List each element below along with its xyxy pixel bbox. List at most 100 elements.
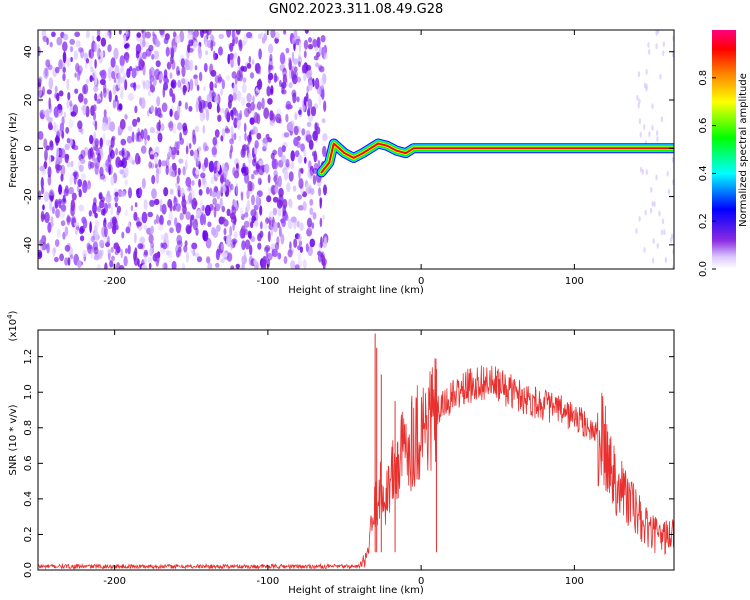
colorbar-title: Normalized spectral amplitude	[738, 73, 749, 227]
noise-speckle	[139, 236, 146, 245]
noise-speckle	[656, 136, 659, 142]
noise-speckle	[120, 90, 124, 99]
noise-speckle	[290, 161, 295, 170]
noise-speckle	[114, 202, 118, 208]
noise-speckle	[189, 189, 195, 200]
noise-speckle	[273, 158, 278, 170]
noise-speckle	[212, 136, 218, 146]
noise-speckle	[203, 62, 208, 73]
noise-speckle	[305, 130, 311, 136]
noise-speckle	[217, 160, 221, 172]
noise-speckle	[273, 221, 278, 233]
noise-speckle	[158, 113, 163, 119]
noise-speckle	[78, 70, 82, 76]
noise-speckle	[78, 93, 84, 103]
noise-speckle	[659, 73, 662, 80]
noise-speckle	[182, 125, 188, 136]
noise-speckle	[181, 65, 186, 78]
noise-speckle	[288, 121, 294, 131]
noise-speckle	[231, 30, 236, 40]
noise-speckle	[258, 160, 264, 166]
noise-speckle	[133, 250, 137, 262]
noise-speckle	[306, 121, 312, 127]
noise-speckle	[309, 170, 314, 179]
noise-speckle	[131, 67, 137, 79]
noise-speckle	[202, 124, 206, 134]
noise-speckle	[208, 160, 215, 173]
noise-speckle	[303, 96, 307, 106]
noise-speckle	[231, 82, 235, 89]
noise-speckle	[54, 199, 59, 209]
noise-speckle	[297, 154, 303, 164]
noise-speckle	[119, 85, 126, 92]
noise-speckle	[112, 218, 117, 231]
noise-speckle	[294, 112, 298, 121]
noise-speckle	[253, 204, 259, 211]
noise-speckle	[89, 134, 94, 145]
noise-speckle	[255, 194, 260, 207]
noise-speckle	[256, 113, 261, 125]
noise-speckle	[637, 102, 640, 109]
noise-speckle	[272, 196, 279, 203]
noise-speckle	[43, 67, 49, 79]
noise-speckle	[200, 30, 204, 38]
noise-speckle	[197, 45, 202, 54]
noise-speckle	[671, 265, 674, 269]
noise-speckle	[68, 119, 74, 128]
noise-speckle	[198, 160, 201, 170]
noise-speckle	[41, 235, 47, 244]
noise-speckle	[96, 205, 102, 213]
noise-speckle	[201, 177, 207, 187]
noise-speckle	[197, 146, 202, 152]
noise-speckle	[70, 199, 76, 212]
noise-speckle	[82, 249, 88, 258]
noise-speckle	[140, 145, 147, 154]
noise-speckle	[108, 30, 112, 39]
noise-speckle	[635, 227, 638, 234]
noise-speckle	[256, 79, 263, 90]
noise-speckle	[307, 98, 313, 110]
noise-speckle	[118, 30, 122, 35]
noise-speckle	[137, 127, 140, 134]
noise-speckle	[82, 181, 88, 194]
colorbar-tick-label: 0.8	[698, 70, 709, 86]
noise-speckle	[107, 202, 112, 209]
noise-speckle	[159, 204, 163, 212]
noise-speckle	[321, 46, 326, 59]
noise-speckle	[165, 46, 170, 57]
noise-speckle	[301, 128, 306, 136]
noise-speckle	[250, 221, 254, 229]
noise-speckle	[188, 105, 193, 112]
noise-speckle	[224, 179, 231, 189]
noise-speckle	[158, 166, 162, 175]
noise-speckle	[310, 106, 317, 117]
noise-speckle	[76, 260, 82, 269]
noise-speckle	[108, 71, 112, 82]
noise-speckle	[241, 240, 246, 251]
noise-speckle	[135, 132, 139, 143]
noise-speckle	[247, 180, 253, 192]
noise-speckle	[243, 122, 247, 133]
noise-speckle	[111, 255, 115, 262]
noise-speckle	[153, 219, 157, 225]
noise-speckle	[220, 107, 225, 114]
noise-speckle	[670, 233, 674, 240]
spectrogram-y-tick-label: -20	[23, 188, 34, 204]
noise-speckle	[69, 100, 73, 107]
noise-speckle	[184, 58, 188, 67]
noise-speckle	[189, 149, 194, 157]
noise-speckle	[107, 221, 113, 230]
noise-speckle	[305, 71, 312, 79]
noise-speckle	[60, 173, 64, 182]
noise-speckle	[80, 149, 86, 160]
noise-speckle	[151, 174, 156, 185]
noise-speckle	[252, 95, 255, 104]
noise-speckle	[309, 198, 314, 206]
noise-speckle	[663, 229, 666, 236]
noise-speckle	[666, 170, 669, 177]
noise-speckle	[64, 226, 69, 237]
noise-speckle	[85, 105, 90, 118]
noise-speckle	[67, 257, 71, 266]
noise-speckle	[198, 95, 202, 103]
noise-speckle	[204, 145, 209, 151]
